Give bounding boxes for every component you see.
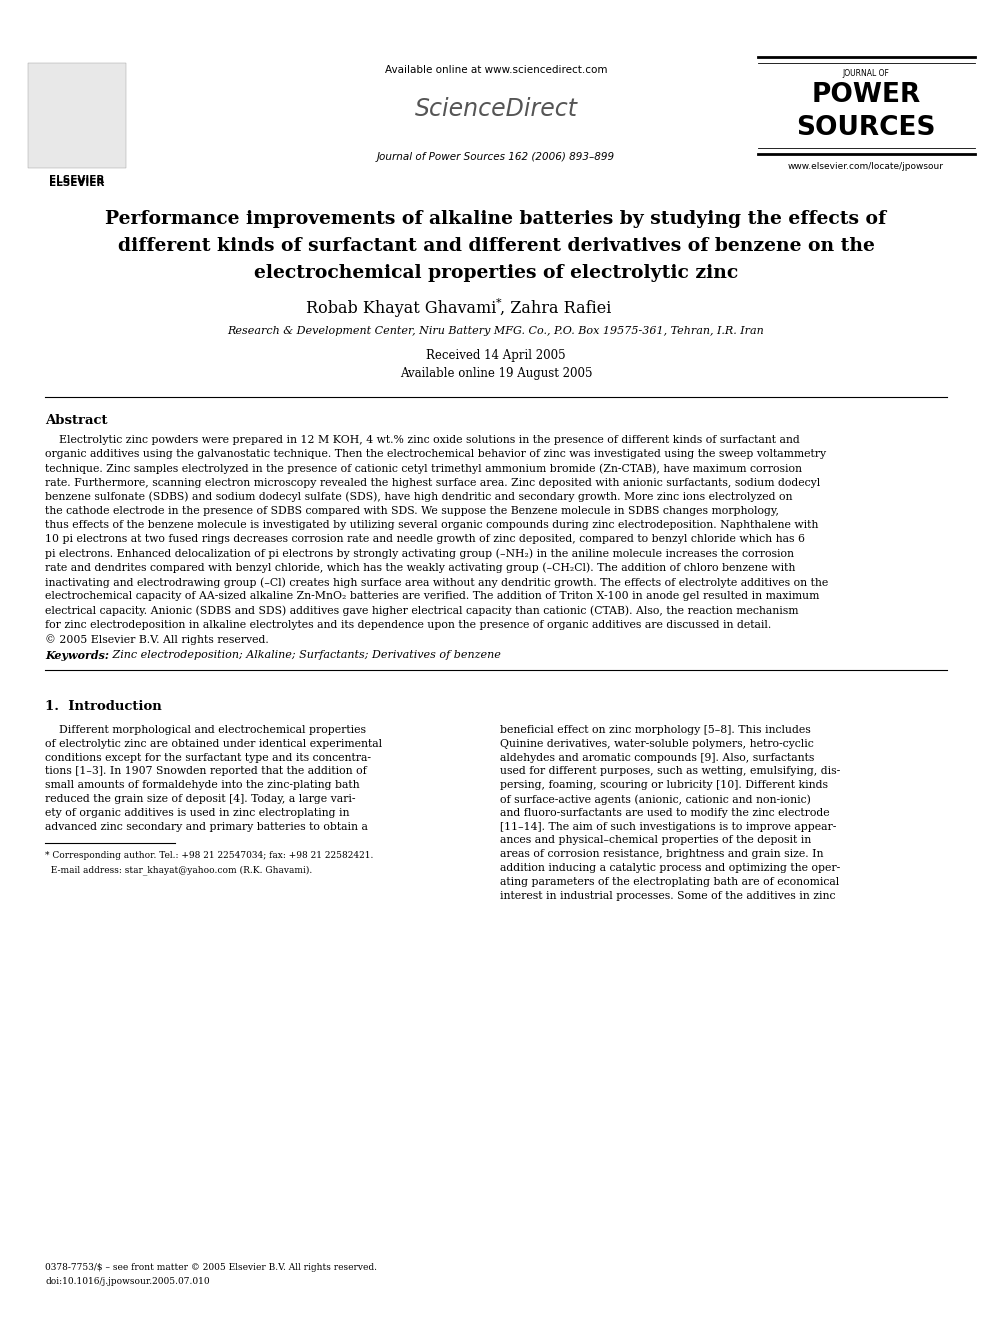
Text: pi electrons. Enhanced delocalization of pi electrons by strongly activating gro: pi electrons. Enhanced delocalization of… — [45, 549, 794, 560]
Text: Research & Development Center, Niru Battery MFG. Co., P.O. Box 19575-361, Tehran: Research & Development Center, Niru Batt… — [227, 325, 765, 336]
Text: Journal of Power Sources 162 (2006) 893–899: Journal of Power Sources 162 (2006) 893–… — [377, 152, 615, 161]
Text: Available online 19 August 2005: Available online 19 August 2005 — [400, 366, 592, 380]
Text: of electrolytic zinc are obtained under identical experimental: of electrolytic zinc are obtained under … — [45, 738, 382, 749]
Text: ScienceDirect: ScienceDirect — [415, 97, 577, 120]
Text: electrochemical properties of electrolytic zinc: electrochemical properties of electrolyt… — [254, 265, 738, 282]
Text: benzene sulfonate (SDBS) and sodium dodecyl sulfate (SDS), have high dendritic a: benzene sulfonate (SDBS) and sodium dode… — [45, 492, 793, 503]
Text: Quinine derivatives, water-soluble polymers, hetro-cyclic: Quinine derivatives, water-soluble polym… — [500, 738, 813, 749]
Text: Zinc electrodeposition; Alkaline; Surfactants; Derivatives of benzene: Zinc electrodeposition; Alkaline; Surfac… — [109, 650, 501, 660]
Text: addition inducing a catalytic process and optimizing the oper-: addition inducing a catalytic process an… — [500, 863, 840, 873]
Text: tions [1–3]. In 1907 Snowden reported that the addition of: tions [1–3]. In 1907 Snowden reported th… — [45, 766, 367, 777]
Text: Robab Khayat Ghavami: Robab Khayat Ghavami — [306, 300, 496, 318]
Text: used for different purposes, such as wetting, emulsifying, dis-: used for different purposes, such as wet… — [500, 766, 840, 777]
Text: E-mail address: star_khayat@yahoo.com (R.K. Ghavami).: E-mail address: star_khayat@yahoo.com (R… — [45, 865, 312, 876]
Bar — [28, 64, 126, 168]
Text: reduced the grain size of deposit [4]. Today, a large vari-: reduced the grain size of deposit [4]. T… — [45, 794, 355, 804]
Text: organic additives using the galvanostatic technique. Then the electrochemical be: organic additives using the galvanostati… — [45, 450, 826, 459]
Text: 0378-7753/$ – see front matter © 2005 Elsevier B.V. All rights reserved.: 0378-7753/$ – see front matter © 2005 El… — [45, 1263, 377, 1271]
Text: , Zahra Rafiei: , Zahra Rafiei — [500, 300, 611, 318]
Text: advanced zinc secondary and primary batteries to obtain a: advanced zinc secondary and primary batt… — [45, 822, 368, 832]
Text: ating parameters of the electroplating bath are of economical: ating parameters of the electroplating b… — [500, 877, 839, 886]
Text: [11–14]. The aim of such investigations is to improve appear-: [11–14]. The aim of such investigations … — [500, 822, 836, 832]
Text: Abstract: Abstract — [45, 414, 107, 427]
Text: different kinds of surfactant and different derivatives of benzene on the: different kinds of surfactant and differ… — [118, 237, 874, 255]
Text: inactivating and electrodrawing group (–Cl) creates high surface area without an: inactivating and electrodrawing group (–… — [45, 577, 828, 587]
Text: *: * — [496, 298, 502, 308]
Text: interest in industrial processes. Some of the additives in zinc: interest in industrial processes. Some o… — [500, 890, 835, 901]
Text: for zinc electrodeposition in alkaline electrolytes and its dependence upon the : for zinc electrodeposition in alkaline e… — [45, 619, 771, 630]
Text: Performance improvements of alkaline batteries by studying the effects of: Performance improvements of alkaline bat… — [105, 210, 887, 228]
Text: 1.  Introduction: 1. Introduction — [45, 700, 162, 713]
Text: Received 14 April 2005: Received 14 April 2005 — [427, 349, 565, 363]
Text: conditions except for the surfactant type and its concentra-: conditions except for the surfactant typ… — [45, 753, 371, 762]
Text: Keywords:: Keywords: — [45, 650, 113, 662]
Text: www.elsevier.com/locate/jpowsour: www.elsevier.com/locate/jpowsour — [788, 161, 944, 171]
Text: Electrolytic zinc powders were prepared in 12 M KOH, 4 wt.% zinc oxide solutions: Electrolytic zinc powders were prepared … — [45, 435, 800, 445]
Text: beneficial effect on zinc morphology [5–8]. This includes: beneficial effect on zinc morphology [5–… — [500, 725, 810, 736]
Text: 10 pi electrons at two fused rings decreases corrosion rate and needle growth of: 10 pi electrons at two fused rings decre… — [45, 534, 805, 544]
Text: rate and dendrites compared with benzyl chloride, which has the weakly activatin: rate and dendrites compared with benzyl … — [45, 562, 796, 573]
Text: doi:10.1016/j.jpowsour.2005.07.010: doi:10.1016/j.jpowsour.2005.07.010 — [45, 1277, 209, 1286]
Text: * Corresponding author. Tel.: +98 21 22547034; fax: +98 21 22582421.: * Corresponding author. Tel.: +98 21 225… — [45, 852, 373, 860]
Text: areas of corrosion resistance, brightness and grain size. In: areas of corrosion resistance, brightnes… — [500, 849, 823, 859]
Text: thus effects of the benzene molecule is investigated by utilizing several organi: thus effects of the benzene molecule is … — [45, 520, 818, 531]
Text: ELSEVIER: ELSEVIER — [50, 179, 105, 188]
Text: technique. Zinc samples electrolyzed in the presence of cationic cetyl trimethyl: technique. Zinc samples electrolyzed in … — [45, 463, 802, 474]
Text: aldehydes and aromatic compounds [9]. Also, surfactants: aldehydes and aromatic compounds [9]. Al… — [500, 753, 814, 762]
Text: ety of organic additives is used in zinc electroplating in: ety of organic additives is used in zinc… — [45, 808, 349, 818]
Text: small amounts of formaldehyde into the zinc-plating bath: small amounts of formaldehyde into the z… — [45, 781, 360, 790]
Text: electrochemical capacity of AA-sized alkaline Zn-MnO₂ batteries are verified. Th: electrochemical capacity of AA-sized alk… — [45, 591, 819, 601]
Text: of surface-active agents (anionic, cationic and non-ionic): of surface-active agents (anionic, catio… — [500, 794, 810, 804]
Text: persing, foaming, scouring or lubricity [10]. Different kinds: persing, foaming, scouring or lubricity … — [500, 781, 828, 790]
Text: SOURCES: SOURCES — [797, 115, 935, 142]
Text: ELSEVIER: ELSEVIER — [50, 175, 105, 185]
Text: JOURNAL OF: JOURNAL OF — [842, 69, 890, 78]
Text: electrical capacity. Anionic (SDBS and SDS) additives gave higher electrical cap: electrical capacity. Anionic (SDBS and S… — [45, 606, 799, 617]
Text: © 2005 Elsevier B.V. All rights reserved.: © 2005 Elsevier B.V. All rights reserved… — [45, 634, 269, 644]
Text: POWER: POWER — [811, 82, 921, 108]
Text: and fluoro-surfactants are used to modify the zinc electrode: and fluoro-surfactants are used to modif… — [500, 808, 829, 818]
Text: ances and physical–chemical properties of the deposit in: ances and physical–chemical properties o… — [500, 835, 811, 845]
Text: Different morphological and electrochemical properties: Different morphological and electrochemi… — [45, 725, 366, 736]
Text: the cathode electrode in the presence of SDBS compared with SDS. We suppose the : the cathode electrode in the presence of… — [45, 505, 779, 516]
Text: rate. Furthermore, scanning electron microscopy revealed the highest surface are: rate. Furthermore, scanning electron mic… — [45, 478, 820, 488]
Text: Available online at www.sciencedirect.com: Available online at www.sciencedirect.co… — [385, 65, 607, 75]
